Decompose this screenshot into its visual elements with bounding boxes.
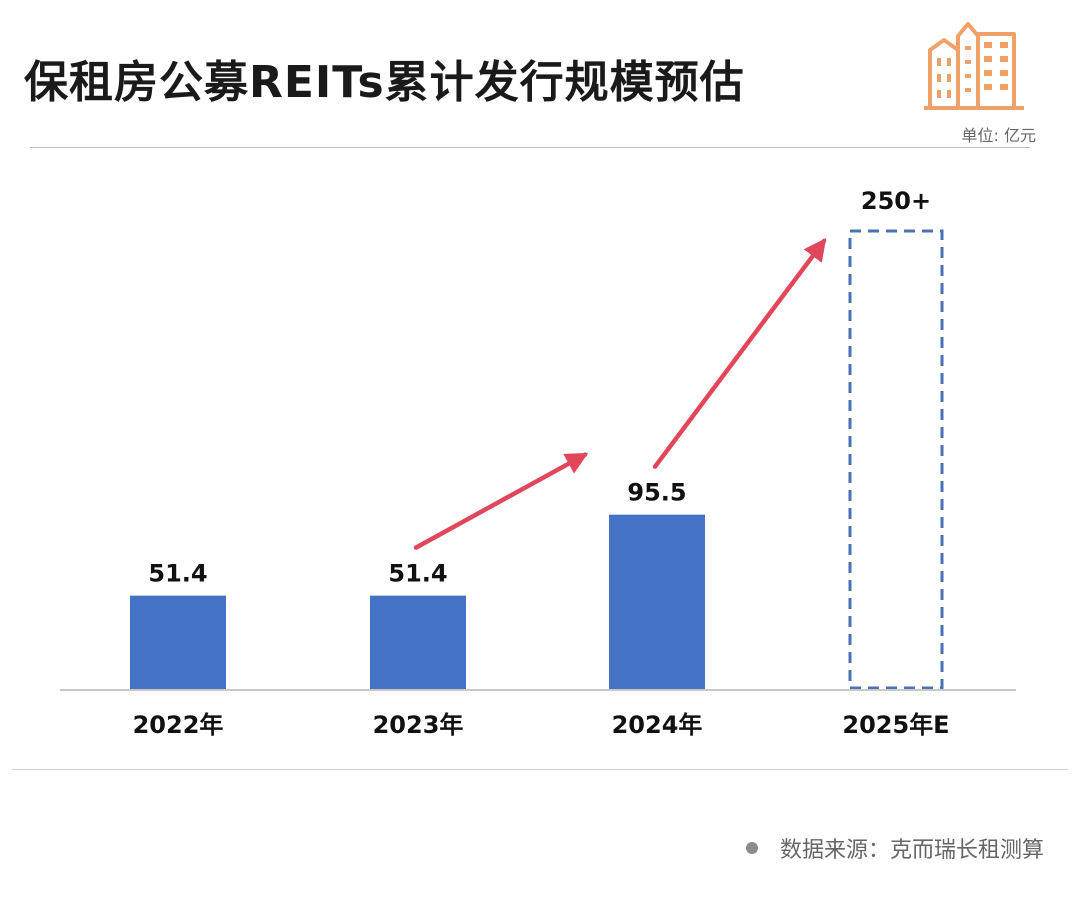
bar-1 [370,595,466,690]
trend-arrow-1 [652,237,827,469]
bar-2 [609,514,705,690]
bar-projected-3 [848,229,944,690]
x-tick-label-2: 2024年 [612,711,703,739]
data-label-2: 95.5 [627,479,686,507]
bottom-divider [12,769,1068,770]
building-logo-icon [924,22,1024,110]
x-tick-label-1: 2023年 [373,711,464,739]
top-divider [30,147,1030,148]
page-title: 保租房公募REITs累计发行规模预估 [24,57,745,108]
x-tick-label-3: 2025年E [842,711,949,739]
data-label-3: 250+ [861,187,931,215]
unit-label: 单位: 亿元 [961,126,1036,145]
source-text: 数据来源：克而瑞长租测算 [779,838,1044,863]
bullet-dot-icon [745,842,758,854]
trend-arrow-0 [413,452,589,550]
data-label-1: 51.4 [388,560,447,588]
data-label-0: 51.4 [148,560,207,588]
x-tick-label-0: 2022年 [133,711,224,739]
bar-0 [130,595,226,690]
source-note: 数据来源：克而瑞长租测算 [745,832,1044,864]
